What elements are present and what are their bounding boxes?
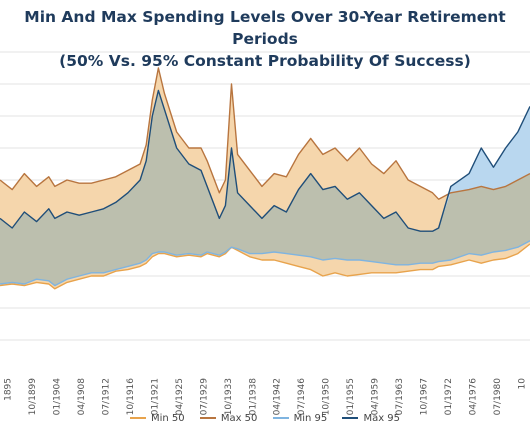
- chart-title-block: Min And Max Spending Levels Over 30-Year…: [0, 6, 530, 72]
- x-tick-label: 10/1950: [322, 378, 332, 416]
- x-tick-label: 01/1938: [248, 378, 258, 416]
- legend-label: Max 50: [220, 413, 258, 424]
- x-tick-label: 10: [518, 378, 528, 390]
- series-line-min-50: [0, 243, 530, 290]
- x-tick-label: 07/1980: [493, 378, 503, 416]
- legend-item-max-50: Max 50: [199, 413, 258, 424]
- x-tick-label: 01/1955: [346, 378, 356, 415]
- x-tick-label: 07/1946: [297, 378, 307, 416]
- x-tick-label: 04/1942: [273, 378, 283, 415]
- x-tick-label: 01/1921: [150, 378, 160, 415]
- series-line-max-95: [0, 89, 530, 232]
- x-tick-label: 04/1908: [77, 378, 87, 416]
- x-tick-label: 07/1929: [199, 378, 209, 416]
- x-tick-label: 10/1916: [126, 378, 136, 416]
- legend-swatch-min-50: [129, 417, 146, 419]
- legend-swatch-max-50: [199, 417, 216, 419]
- legend: Min 50 Max 50 Min 95 Max 95: [0, 413, 530, 424]
- x-tick-label: 10/1967: [420, 378, 430, 415]
- x-tick-label: 01/1904: [52, 378, 62, 416]
- x-tick-label: 10/1933: [224, 378, 234, 415]
- x-tick-label: 04/1976: [469, 378, 479, 416]
- x-tick-label: 10/1899: [28, 378, 38, 416]
- x-tick-label: 04/1925: [175, 378, 185, 415]
- legend-label: Max 95: [363, 413, 401, 424]
- legend-label: Min 50: [150, 413, 185, 424]
- x-tick-label: 1895: [4, 378, 14, 401]
- x-tick-label: 07/1912: [101, 378, 111, 415]
- x-tick-label: 04/1959: [371, 378, 381, 416]
- band-overlap-fill: [0, 90, 530, 286]
- series-line-min-95: [0, 240, 530, 287]
- legend-swatch-min-95: [272, 417, 289, 419]
- legend-label: Min 95: [293, 413, 328, 424]
- chart-subtitle: (50% Vs. 95% Constant Probability Of Suc…: [59, 52, 471, 70]
- legend-item-min-95: Min 95: [272, 413, 328, 424]
- legend-item-min-50: Min 50: [129, 413, 185, 424]
- x-tick-label: 07/1963: [395, 378, 405, 415]
- legend-swatch-max-95: [342, 417, 359, 419]
- legend-item-max-95: Max 95: [342, 413, 400, 424]
- x-tick-label: 01/1972: [444, 378, 454, 415]
- series-line-max-50: [0, 67, 530, 200]
- chart-title: Min And Max Spending Levels Over 30-Year…: [24, 8, 506, 48]
